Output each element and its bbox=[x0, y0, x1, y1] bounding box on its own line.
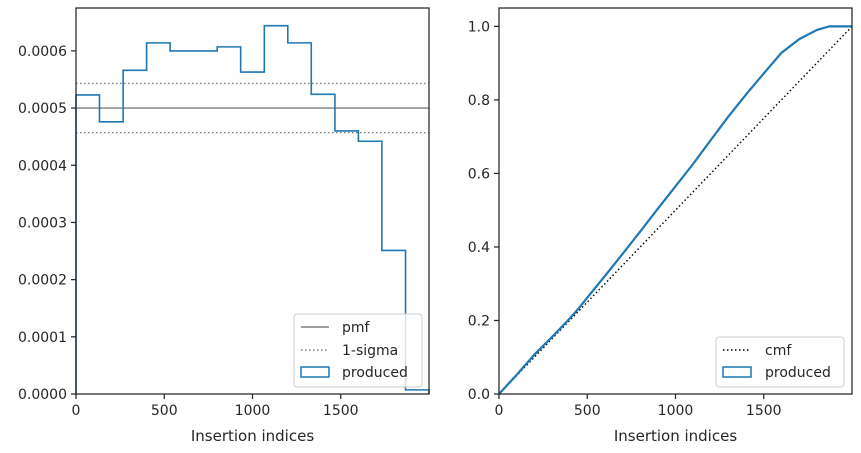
left-y-tick-label: 0.0001 bbox=[18, 330, 67, 346]
right-y-tick-label: 1.0 bbox=[468, 19, 490, 35]
cmf-line bbox=[498, 25, 853, 395]
legend-swatch-produced-right bbox=[722, 366, 752, 378]
produced-histogram bbox=[75, 24, 430, 394]
left-chart: 0 500 1000 1500 0.0000 0.0001 0.0002 0.0003 0.00… bbox=[18, 7, 430, 445]
left-ticks: 0 500 1000 1500 0.0000 0.0001 0.0002 0.0003 0.00… bbox=[18, 44, 359, 419]
right-y-tick-label: 0.2 bbox=[468, 313, 490, 329]
right-ticks: 0 500 1000 1500 0.0 0.2 0.4 0.6 0.8 1.0 bbox=[468, 19, 782, 419]
left-legend: pmf 1-sigma produced bbox=[293, 313, 423, 388]
left-x-tick-label: 500 bbox=[151, 403, 178, 419]
legend-label-1-sigma: 1-sigma bbox=[342, 343, 398, 359]
legend-label-cmf: cmf bbox=[765, 343, 792, 359]
right-y-tick-label: 0.0 bbox=[468, 387, 490, 403]
left-x-axis-label: Insertion indices bbox=[191, 427, 314, 445]
right-x-tick-label: 1000 bbox=[658, 403, 694, 419]
left-y-tick-label: 0.0002 bbox=[18, 273, 67, 289]
legend-label-produced-right: produced bbox=[765, 365, 831, 381]
right-x-tick-label: 0 bbox=[495, 403, 504, 419]
left-x-tick-label: 0 bbox=[72, 403, 81, 419]
left-x-tick-label: 1500 bbox=[323, 403, 359, 419]
right-axes-frame bbox=[498, 7, 853, 395]
left-x-tick-label: 1000 bbox=[235, 403, 271, 419]
produced-cumulative-line bbox=[498, 25, 852, 395]
right-x-tick-label: 1500 bbox=[746, 403, 782, 419]
legend-label-produced: produced bbox=[342, 365, 408, 381]
left-plot-area bbox=[75, 24, 430, 394]
left-y-tick-label: 0.0003 bbox=[18, 215, 67, 231]
right-y-tick-label: 0.6 bbox=[468, 166, 490, 182]
right-legend: cmf produced bbox=[715, 336, 845, 388]
right-plot-area bbox=[498, 25, 853, 395]
legend-label-pmf: pmf bbox=[342, 320, 371, 336]
left-axes-frame bbox=[75, 7, 430, 395]
left-legend-frame bbox=[293, 313, 423, 388]
left-y-tick-label: 0.0000 bbox=[18, 387, 67, 403]
left-y-tick-label: 0.0005 bbox=[18, 101, 67, 117]
right-x-axis-label: Insertion indices bbox=[614, 427, 737, 445]
right-y-tick-label: 0.4 bbox=[468, 240, 490, 256]
left-y-tick-label: 0.0006 bbox=[18, 44, 67, 60]
left-y-tick-label: 0.0004 bbox=[18, 158, 67, 174]
right-chart: 0 500 1000 1500 0.0 0.2 0.4 0.6 0.8 1.0 Insertion… bbox=[468, 7, 853, 445]
right-y-tick-label: 0.8 bbox=[468, 93, 490, 109]
legend-swatch-produced bbox=[300, 366, 330, 378]
right-x-tick-label: 500 bbox=[574, 403, 601, 419]
